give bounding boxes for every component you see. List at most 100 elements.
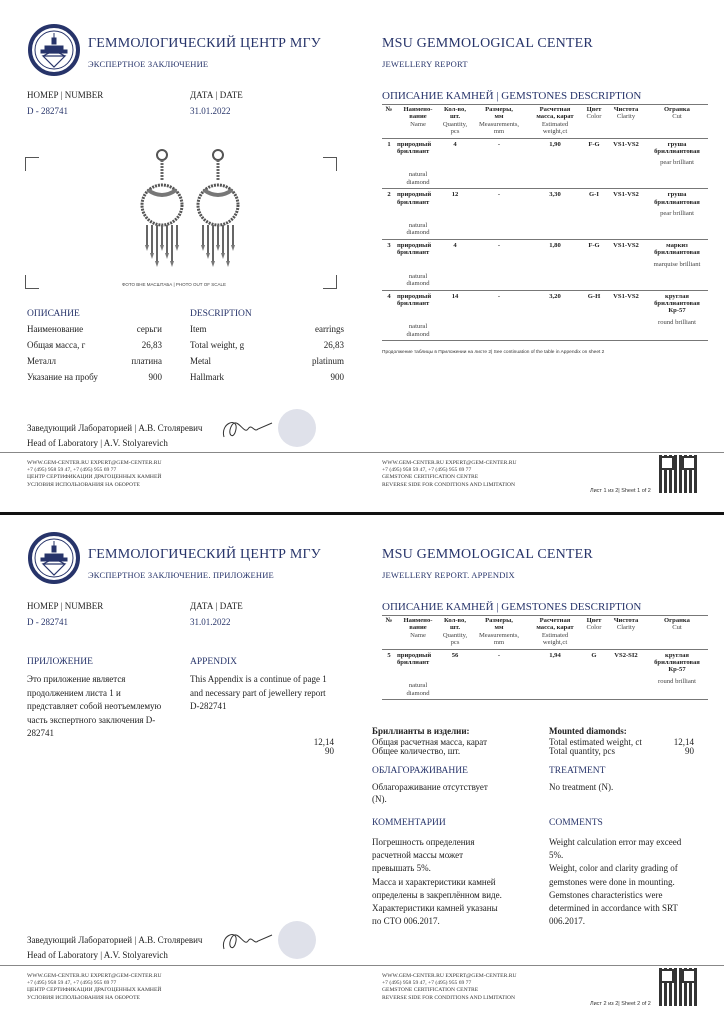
treatment-title-ru: ОБЛАГОРАЖИВАНИЕ [372,766,468,776]
column-header-en: Quantity, pcs [442,120,468,136]
column-header-en: Name [410,631,426,639]
cell-cut: круглая бриллиантовая Кр-57 round brillia… [646,290,708,342]
mounted-title-ru: Бриллианты в изделии: [372,726,470,736]
description-label-en: Metal [190,356,211,366]
footer-line-ru: WWW.GEM-CENTER.RU EXPERT@GEM-CENTER.RU [27,973,162,979]
sheet-separator [0,512,724,515]
cell-no: 4 [382,290,396,342]
mounted-value-en: 12,14 [673,737,694,747]
cell-meas: - [470,649,528,701]
column-header: Цвет Color [582,615,606,650]
divider [0,965,724,966]
cut-ru: круглая бриллиантовая Кр-57 [654,651,700,674]
column-header: Наимено- вание Name [396,104,440,139]
column-header-ru: Цвет [586,617,602,624]
description-value-ru: серьги [136,324,162,334]
column-header: № [382,104,396,139]
appendix-text-en: and necessary part of jewellery report [190,687,326,698]
mounted-label-ru: Общее количество, шт. [372,746,461,756]
cut-ru: груша бриллиантовая [654,140,700,156]
column-header-ru: Расчетная масса, карат [536,617,574,632]
table-header-row: № Наимено- вание Name Кол-во, шт. Quantity, … [382,104,708,139]
footer-line-en: GEMSTONE CERTIFICATION CENTRE [382,987,479,994]
cell-qty: 56 [440,649,470,701]
description-label-ru: Указание на пробу [27,372,98,382]
column-header-ru: Кол-во, шт. [443,106,467,121]
description-label-en: Item [190,324,207,334]
doc-title-ru: ЭКСПЕРТНОЕ ЗАКЛЮЧЕНИЕ. ПРИЛОЖЕНИЕ [88,570,274,580]
msu-logo-icon [28,24,80,76]
column-header-ru: Наимено- вание [403,617,433,632]
comments-text-ru: Характеристики камней указаны [372,903,498,913]
description-title-en: DESCRIPTION [190,309,252,319]
column-header-en: Clarity [616,113,636,121]
column-header-ru: Чистота [613,106,639,113]
appendix-text-ru: представляет собой неотъемлемую [27,701,162,711]
name-ru: природный бриллиант [397,191,432,206]
comments-text-en: Gemstones characteristics were [549,889,663,900]
cell-name: природный бриллиант natural diamond [396,138,440,190]
column-header-ru: № [385,106,393,113]
cell-meas: - [470,138,528,190]
comments-text-en: 5%. [549,850,564,861]
column-header-ru: Огранка [664,106,690,113]
appendix-text-ru: 282741 [27,728,54,738]
appendix-text-en: This Appendix is a continue of page 1 [190,674,327,684]
column-header-en: Color [586,624,602,632]
cell-no: 3 [382,239,396,291]
column-header-en: Measurements, mm [478,120,520,136]
column-header: Цвет Color [582,104,606,139]
footer-line-ru: УСЛОВИЯ ИСПОЛЬЗОВАНИЯ НА ОБОРОТЕ [27,994,140,1001]
appendix-text-en: D-282741 [190,701,227,711]
treatment-text-ru: Облагораживание отсутствует [372,782,488,792]
column-header-ru: Чистота [613,617,639,624]
cell-no: 5 [382,649,396,701]
column-header: Кол-во, шт. Quantity, pcs [440,104,470,139]
org-title-ru: ГЕММОЛОГИЧЕСКИЙ ЦЕНТР МГУ [88,547,321,562]
appendix-text-ru: продолжением листа 1 и [27,687,121,698]
mounted-value-ru: 12,14 [313,737,334,747]
photo-caption: ФОТО ВНЕ МАСШТАБА | PHOTO OUT OF SCALE [122,282,226,287]
cell-cut: маркиз бриллиантовая marquise brilliant [646,239,708,291]
signature-icon [218,927,274,962]
column-header: Размеры, мм Measurements, mm [470,104,528,139]
cell-meas: - [470,290,528,342]
column-header-en: Quantity, pcs [442,631,468,647]
name-en: natural diamond [406,323,430,338]
cell-clarity: VS1-VS2 [606,239,646,291]
date-value: 31.01.2022 [190,617,231,627]
earrings-photo [140,145,240,280]
column-header-en: Measurements, mm [478,631,520,647]
column-header-ru: Огранка [664,617,690,624]
seal-stamp-icon [278,409,316,447]
footer-line-en: GEMSTONE CERTIFICATION CENTRE [382,474,479,481]
column-header: Кол-во, шт. Quantity, pcs [440,615,470,650]
appendix-title-en: APPENDIX [190,657,237,667]
name-en: natural diamond [406,222,430,237]
appendix-text-ru: Это приложение является [27,674,126,684]
comments-text-ru: превышать 5%. [372,863,431,874]
footer-line-en: WWW.GEM-CENTER.RU EXPERT@GEM-CENTER.RU [382,460,517,466]
cell-weight: 3,30 [528,188,582,240]
number-label: НОМЕР | NUMBER [27,601,104,611]
cell-color: G-I [582,188,606,240]
mounted-label-ru: Общая расчетная масса, карат [372,737,488,747]
msu-logo-icon [28,532,80,584]
cell-name: природный бриллиант natural diamond [396,290,440,342]
footer-line-en: +7 (495) 958 59 47, +7 (495) 955 69 77 [382,980,472,987]
mounted-label-en: Total estimated weight, ct [549,737,642,747]
gems-title: ОПИСАНИЕ КАМНЕЙ | GEMSTONES DESCRIPTION [382,601,642,613]
org-title-en: MSU GEMMOLOGICAL CENTER [382,547,593,562]
date-label: ДАТА | DATE [190,601,243,611]
gems-title: ОПИСАНИЕ КАМНЕЙ | GEMSTONES DESCRIPTION [382,90,642,102]
treatment-title-en: TREATMENT [549,766,606,776]
signature-ru: Заведующий Лабораторией | А.В. Столяреви… [27,423,203,433]
comments-text-en: Weight calculation error may exceed [549,837,682,847]
cell-color: F-G [582,138,606,190]
cell-cut: груша бриллиантовая pear brilliant [646,138,708,190]
cell-qty: 4 [440,239,470,291]
footer-line-ru: +7 (495) 958 59 47, +7 (495) 955 69 77 [27,980,117,987]
mounted-label-en: Total quantity, pcs [549,746,616,756]
continuation-note: Продолжение таблицы в Приложении на лист… [382,350,605,355]
doc-title-en: JEWELLERY REPORT. APPENDIX [382,570,515,580]
